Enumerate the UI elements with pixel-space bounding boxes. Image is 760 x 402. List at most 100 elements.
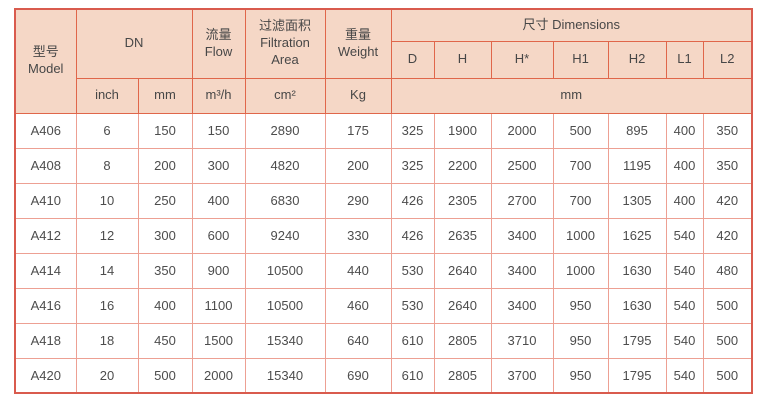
value-cell: 2635 bbox=[433, 217, 492, 254]
value-cell: 290 bbox=[324, 182, 392, 219]
value-cell: 2805 bbox=[433, 322, 492, 359]
table-body: A406 6 150 150 2890 175 325 1900 2000 500 895 400 35… bbox=[14, 112, 753, 394]
value-cell: 200 bbox=[137, 147, 193, 184]
value-cell: 480 bbox=[702, 252, 753, 289]
value-cell: 540 bbox=[665, 217, 704, 254]
value-cell: 250 bbox=[137, 182, 193, 219]
value-cell: 1195 bbox=[607, 147, 667, 184]
value-cell: 330 bbox=[324, 217, 392, 254]
value-cell: 426 bbox=[390, 182, 435, 219]
value-cell: 1000 bbox=[552, 252, 609, 289]
model-cell: A406 bbox=[14, 112, 77, 149]
table-row: A406 6 150 150 2890 175 325 1900 2000 500 895 400 35… bbox=[14, 112, 753, 149]
value-cell: 1500 bbox=[191, 322, 246, 359]
value-cell: 640 bbox=[324, 322, 392, 359]
value-cell: 1305 bbox=[607, 182, 667, 219]
unit-dims: mm bbox=[390, 77, 753, 114]
table-header: 型号 Model DN 流量 Flow 过滤面积 Filtration Area… bbox=[14, 8, 753, 114]
value-cell: 600 bbox=[191, 217, 246, 254]
value-cell: 1630 bbox=[607, 252, 667, 289]
value-cell: 2200 bbox=[433, 147, 492, 184]
value-cell: 2500 bbox=[490, 147, 554, 184]
value-cell: 18 bbox=[75, 322, 139, 359]
unit-area: cm² bbox=[244, 77, 326, 114]
header-filtration-zh: 过滤面积 bbox=[258, 18, 311, 34]
model-cell: A408 bbox=[14, 147, 77, 184]
header-dim-hstar: H* bbox=[490, 40, 554, 79]
value-cell: 300 bbox=[137, 217, 193, 254]
value-cell: 15340 bbox=[244, 357, 326, 394]
value-cell: 10500 bbox=[244, 287, 326, 324]
value-cell: 3400 bbox=[490, 252, 554, 289]
value-cell: 20 bbox=[75, 357, 139, 394]
value-cell: 350 bbox=[702, 112, 753, 149]
model-cell: A418 bbox=[14, 322, 77, 359]
model-cell: A414 bbox=[14, 252, 77, 289]
value-cell: 400 bbox=[137, 287, 193, 324]
value-cell: 500 bbox=[702, 357, 753, 394]
header-model-en: Model bbox=[28, 61, 64, 77]
table-row: A418 18 450 1500 15340 640 610 2805 3710 950 1795 5… bbox=[14, 322, 753, 359]
value-cell: 400 bbox=[191, 182, 246, 219]
value-cell: 1795 bbox=[607, 357, 667, 394]
header-flow-en: Flow bbox=[204, 43, 233, 59]
value-cell: 350 bbox=[702, 147, 753, 184]
header-dim-h1: H1 bbox=[552, 40, 609, 79]
header-model: 型号 Model bbox=[14, 8, 77, 114]
value-cell: 175 bbox=[324, 112, 392, 149]
value-cell: 1100 bbox=[191, 287, 246, 324]
table-row: A410 10 250 400 6830 290 426 2305 2700 700 1305 400… bbox=[14, 182, 753, 219]
value-cell: 950 bbox=[552, 287, 609, 324]
header-weight-en: Weight bbox=[337, 43, 379, 59]
value-cell: 610 bbox=[390, 357, 435, 394]
value-cell: 150 bbox=[191, 112, 246, 149]
value-cell: 10 bbox=[75, 182, 139, 219]
table-row: A414 14 350 900 10500 440 530 2640 3400 1000 1630 5… bbox=[14, 252, 753, 289]
value-cell: 6 bbox=[75, 112, 139, 149]
value-cell: 610 bbox=[390, 322, 435, 359]
value-cell: 426 bbox=[390, 217, 435, 254]
value-cell: 2640 bbox=[433, 287, 492, 324]
value-cell: 530 bbox=[390, 252, 435, 289]
value-cell: 200 bbox=[324, 147, 392, 184]
value-cell: 2000 bbox=[490, 112, 554, 149]
value-cell: 460 bbox=[324, 287, 392, 324]
model-cell: A420 bbox=[14, 357, 77, 394]
value-cell: 2805 bbox=[433, 357, 492, 394]
value-cell: 540 bbox=[665, 252, 704, 289]
value-cell: 1630 bbox=[607, 287, 667, 324]
header-dim-h: H bbox=[433, 40, 492, 79]
table-row: A408 8 200 300 4820 200 325 2200 2500 700 1195 400 3… bbox=[14, 147, 753, 184]
value-cell: 16 bbox=[75, 287, 139, 324]
value-cell: 2305 bbox=[433, 182, 492, 219]
value-cell: 500 bbox=[552, 112, 609, 149]
value-cell: 14 bbox=[75, 252, 139, 289]
header-row-2: D H H* H1 H2 L1 L2 bbox=[15, 40, 753, 79]
value-cell: 9240 bbox=[244, 217, 326, 254]
value-cell: 500 bbox=[137, 357, 193, 394]
model-cell: A412 bbox=[14, 217, 77, 254]
value-cell: 700 bbox=[552, 147, 609, 184]
value-cell: 150 bbox=[137, 112, 193, 149]
header-dim-h2: H2 bbox=[607, 40, 667, 79]
value-cell: 400 bbox=[665, 182, 704, 219]
value-cell: 700 bbox=[552, 182, 609, 219]
model-cell: A416 bbox=[14, 287, 77, 324]
value-cell: 1795 bbox=[607, 322, 667, 359]
value-cell: 500 bbox=[702, 287, 753, 324]
header-model-zh: 型号 bbox=[32, 44, 59, 60]
value-cell: 450 bbox=[137, 322, 193, 359]
header-dn: DN bbox=[75, 8, 193, 79]
header-dimensions: 尺寸 Dimensions bbox=[390, 8, 753, 42]
header-row-3: inch mm m³/h cm² Kg mm bbox=[15, 77, 753, 114]
value-cell: 15340 bbox=[244, 322, 326, 359]
value-cell: 325 bbox=[390, 112, 435, 149]
model-cell: A410 bbox=[14, 182, 77, 219]
value-cell: 325 bbox=[390, 147, 435, 184]
unit-flow: m³/h bbox=[191, 77, 246, 114]
value-cell: 2700 bbox=[490, 182, 554, 219]
value-cell: 8 bbox=[75, 147, 139, 184]
header-row-1: 型号 Model DN 流量 Flow 过滤面积 Filtration Area… bbox=[14, 8, 753, 114]
value-cell: 3400 bbox=[490, 217, 554, 254]
